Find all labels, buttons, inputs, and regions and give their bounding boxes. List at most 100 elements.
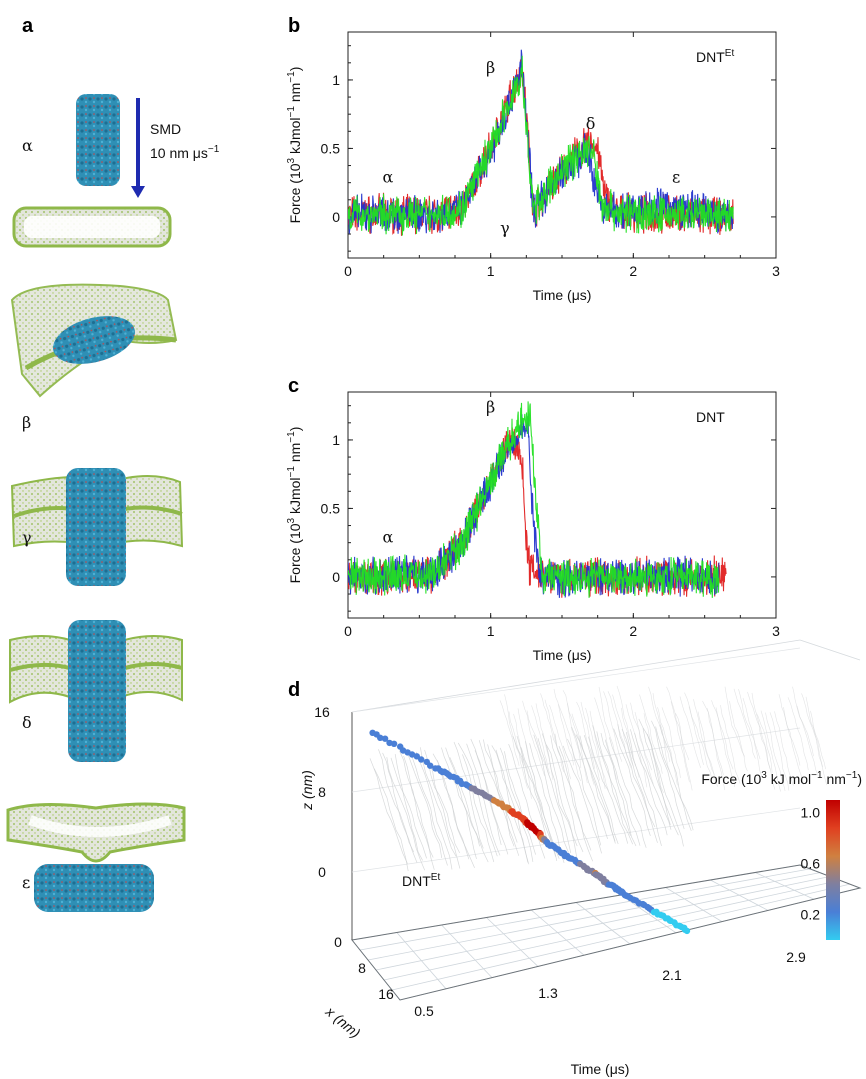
protein-delta xyxy=(68,620,126,762)
background-trajectory xyxy=(639,694,663,774)
background-trajectory xyxy=(399,750,434,858)
molecule-annotation: DNTEt xyxy=(696,48,734,65)
trajectory-point xyxy=(377,734,384,741)
y-tick-label: 0.5 xyxy=(321,140,341,156)
background-trajectory xyxy=(666,686,690,761)
background-trajectory xyxy=(537,738,572,854)
background-trajectory xyxy=(487,744,520,856)
background-trajectory xyxy=(778,694,801,766)
y-axis-label-part: ) xyxy=(287,427,303,432)
colorbar-label-part: 3 xyxy=(761,770,767,781)
background-trajectory xyxy=(411,756,448,866)
background-trajectory xyxy=(407,753,443,858)
y-axis-label-part: −1 xyxy=(286,106,297,118)
panel-label-d: d xyxy=(288,679,300,701)
z-axis-label: z (nm) xyxy=(299,770,315,811)
y-axis-label: Force (103 kJmol−1 nm−1) xyxy=(286,427,303,584)
background-trajectory xyxy=(679,696,701,768)
state-label-beta: β xyxy=(22,413,31,432)
background-trajectory xyxy=(634,732,672,830)
state-annotation: β xyxy=(486,58,495,77)
molecule-annotation: DNT xyxy=(696,409,725,425)
y-axis-label-part: −1 xyxy=(286,71,297,83)
background-trajectory xyxy=(386,757,426,871)
background-trajectory xyxy=(579,735,616,844)
background-trajectory xyxy=(504,694,524,766)
background-trajectory xyxy=(592,725,631,836)
background-trajectory xyxy=(525,741,558,861)
background-trajectory xyxy=(765,712,786,791)
background-trajectory xyxy=(769,712,790,791)
background-trajectory xyxy=(522,700,545,777)
molecule-annotation: DNTEt xyxy=(402,872,440,889)
floor-grid-line xyxy=(367,872,821,961)
y-tick-label: 0 xyxy=(332,209,340,225)
y-axis-label-part: 3 xyxy=(286,517,297,523)
y-axis-label-part: Force (10 xyxy=(287,163,303,223)
protein-gamma xyxy=(66,468,126,586)
background-trajectory xyxy=(747,691,771,770)
background-trajectory xyxy=(670,701,690,783)
background-trajectory xyxy=(567,703,588,783)
background-trajectory xyxy=(600,732,637,847)
y-axis-label-part: kJmol xyxy=(287,477,303,517)
colorbar-label-part: −1 xyxy=(846,770,858,781)
state-annotation: δ xyxy=(586,114,596,133)
background-trajectory xyxy=(585,707,606,789)
background-trajectory xyxy=(520,747,560,859)
background-trajectory xyxy=(373,768,409,872)
background-trajectory xyxy=(588,736,629,844)
y-axis-label-part: −1 xyxy=(286,431,297,443)
panel-label-b: b xyxy=(288,15,300,37)
background-trajectory xyxy=(512,735,551,847)
y-tick-label: 1 xyxy=(332,432,340,448)
background-trajectory xyxy=(394,754,423,861)
y-axis-label: Force (103 kJmol−1 nm−1) xyxy=(286,67,303,224)
series-line-1 xyxy=(348,414,720,598)
depth-tick-label: 0 xyxy=(334,934,342,950)
membrane-epsilon-inner xyxy=(28,815,172,837)
background-trajectory xyxy=(508,711,528,789)
background-trajectory xyxy=(733,688,756,759)
colorbar-label-part: Force (10 xyxy=(701,771,761,787)
panel-a-snapshots: α SMD 10 nm μs−1 β γ δ ε xyxy=(6,94,220,912)
colorbar-label-part: −1 xyxy=(811,770,823,781)
colorbar-tick-label: 0.6 xyxy=(801,856,821,872)
x-axis-label: Time (μs) xyxy=(533,647,592,663)
membrane-alpha-inner xyxy=(24,216,160,238)
y-tick-label: 0 xyxy=(332,569,340,585)
background-trajectory xyxy=(756,713,776,790)
background-trajectory xyxy=(553,688,574,766)
background-trajectory xyxy=(499,747,534,862)
state-label-gamma: γ xyxy=(22,528,32,547)
trajectory-point xyxy=(390,740,398,747)
trajectory-point xyxy=(427,762,434,769)
background-trajectory xyxy=(529,743,565,864)
background-trajectory xyxy=(634,712,654,785)
x-tick-label: 0 xyxy=(344,623,352,639)
background-trajectory xyxy=(720,705,741,784)
depth-tick-label: 16 xyxy=(378,986,394,1002)
background-trajectory xyxy=(607,691,631,768)
z-grid-line xyxy=(351,647,801,713)
floor-frame xyxy=(351,864,862,1001)
background-trajectory xyxy=(648,686,670,762)
background-trajectory xyxy=(751,692,773,773)
background-trajectory xyxy=(642,728,679,836)
trajectory-point xyxy=(683,927,691,935)
colorbar xyxy=(826,800,840,940)
state-annotation: γ xyxy=(500,218,510,237)
background-trajectory xyxy=(567,738,602,846)
state-annotation: ε xyxy=(672,168,680,187)
background-trajectory xyxy=(583,735,619,845)
molecule-name: DNT xyxy=(402,873,431,889)
background-trajectory xyxy=(598,686,620,768)
background-trajectory xyxy=(616,685,637,766)
background-trajectory xyxy=(711,700,734,770)
background-trajectory xyxy=(609,737,647,848)
background-trajectory xyxy=(792,686,814,757)
background-trajectory xyxy=(483,739,518,843)
